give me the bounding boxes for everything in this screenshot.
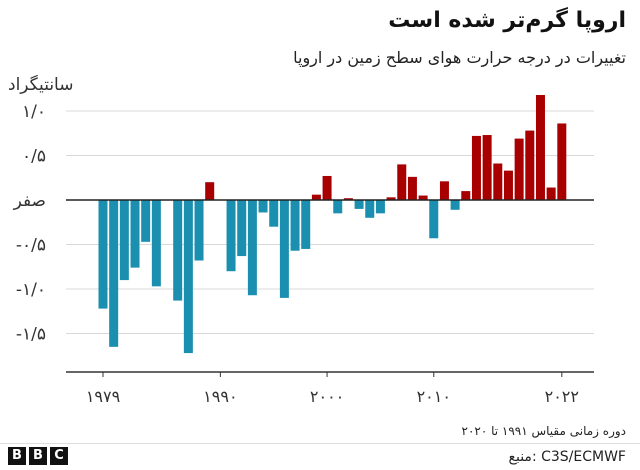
bar-2014: [471, 135, 481, 200]
bar-1980: [109, 200, 119, 347]
bar-1987: [183, 200, 193, 354]
bar-1979: [98, 200, 108, 309]
bar-2003: [354, 200, 364, 209]
bbc-logo: B B C: [8, 447, 68, 465]
y-tick-labels: ۱/۰ ۰/۵ صفر -۰/۵ -۱/۰ -۱/۵: [13, 102, 46, 345]
y-tick-label: ۰/۵: [22, 147, 46, 167]
logo-letter: C: [50, 447, 68, 465]
x-tick-label: ۲۰۱۰: [417, 387, 451, 406]
bar-1997: [290, 200, 300, 251]
x-tick-label: ۱۹۷۹: [86, 387, 120, 406]
chart-subtitle: تغییرات در درجه حرارت هوای سطح زمین در ا…: [293, 48, 626, 67]
bar-1993: [247, 200, 257, 296]
bar-2009: [418, 195, 428, 200]
bar-2001: [333, 200, 343, 214]
bar-1996: [279, 200, 289, 298]
bar-1988: [194, 200, 204, 261]
y-tick-label: -۱/۰: [16, 280, 46, 300]
chart-title: اروپا گرم‌تر شده است: [388, 8, 626, 33]
bar-2015: [482, 135, 492, 200]
bar-series: [98, 94, 567, 354]
bar-2000: [322, 175, 332, 200]
bar-2020: [535, 94, 545, 200]
bar-2011: [439, 181, 449, 200]
grid-layer: [66, 110, 594, 334]
bar-1991: [226, 200, 236, 272]
bar-2018: [514, 138, 524, 200]
bar-1995: [269, 200, 279, 227]
source-credit: منبع: C3S/ECMWF: [508, 449, 626, 465]
bar-2022: [557, 123, 567, 200]
y-tick-label: -۰/۵: [16, 236, 46, 256]
bar-1998: [301, 200, 311, 249]
bar-2016: [493, 163, 503, 200]
baseline-note: دوره زمانی مقیاس ۱۹۹۱ تا ۲۰۲۰: [461, 424, 627, 438]
bar-1981: [119, 200, 129, 281]
bar-2013: [461, 191, 471, 200]
y-axis-label: سانتیگراد: [8, 74, 73, 95]
logo-letter: B: [29, 447, 47, 465]
bar-2002: [343, 198, 353, 200]
bar-2004: [365, 200, 375, 218]
bar-2019: [525, 130, 535, 200]
bar-1994: [258, 200, 268, 213]
bar-2008: [407, 176, 417, 200]
bar-1983: [141, 200, 151, 242]
bar-2007: [397, 164, 407, 200]
bar-2010: [429, 200, 439, 239]
bar-2006: [386, 197, 396, 200]
bar-chart: سانتیگراد ۱/۰ ۰/۵ صفر -۰/۵ -۱/۰ -۱/۵ ۱۹۷۹ ۱۹۹۰…: [8, 74, 594, 406]
x-axis: ۱۹۷۹ ۱۹۹۰ ۲۰۰۰ ۲۰۱۰ ۲۰۲۲: [66, 371, 594, 406]
footer-divider: [0, 443, 640, 444]
bar-1992: [237, 200, 247, 257]
bar-2005: [375, 200, 385, 214]
y-tick-label: ۱/۰: [22, 102, 46, 122]
bar-1989: [205, 182, 215, 200]
bar-2012: [450, 200, 460, 210]
bar-1984: [151, 200, 161, 287]
x-tick-label: ۲۰۰۰: [310, 387, 344, 406]
y-tick-label: صفر: [13, 191, 46, 211]
x-tick-label: ۲۰۲۲: [545, 387, 579, 406]
bar-1986: [173, 200, 183, 301]
bar-2017: [503, 170, 513, 200]
bar-1999: [311, 194, 321, 200]
logo-letter: B: [8, 447, 26, 465]
bar-2021: [546, 187, 556, 200]
x-tick-label: ۱۹۹۰: [203, 387, 237, 406]
bar-1982: [130, 200, 140, 268]
y-tick-label: -۱/۵: [16, 325, 46, 345]
